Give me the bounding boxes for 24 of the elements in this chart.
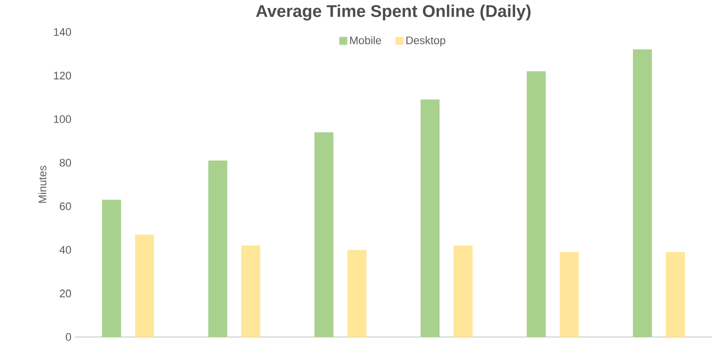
y-tick-label: 20: [60, 290, 72, 298]
y-tick-label: 120: [54, 72, 72, 80]
y-tick-label: 40: [60, 246, 72, 254]
bar: [347, 250, 366, 337]
y-axis-title: Minutes: [38, 166, 46, 203]
bar: [560, 252, 579, 337]
bar: [208, 160, 228, 337]
bar: [314, 132, 334, 337]
y-tick-label: 80: [60, 158, 72, 167]
bar: [241, 246, 260, 337]
bar: [420, 100, 440, 337]
bar: [102, 200, 122, 337]
chart-title: Average Time Spent Online (Daily): [256, 4, 531, 21]
bar: [135, 234, 154, 337]
legend-label: Desktop: [406, 36, 446, 46]
legend-label: Mobile: [350, 36, 382, 44]
bar: [632, 49, 652, 337]
y-tick-label: 0: [66, 333, 72, 341]
y-tick-label: 100: [54, 115, 72, 124]
bar: [526, 71, 546, 337]
bar: [454, 246, 473, 337]
y-tick-label: 60: [60, 202, 72, 210]
y-tick-label: 140: [54, 28, 72, 36]
bar: [666, 252, 685, 337]
